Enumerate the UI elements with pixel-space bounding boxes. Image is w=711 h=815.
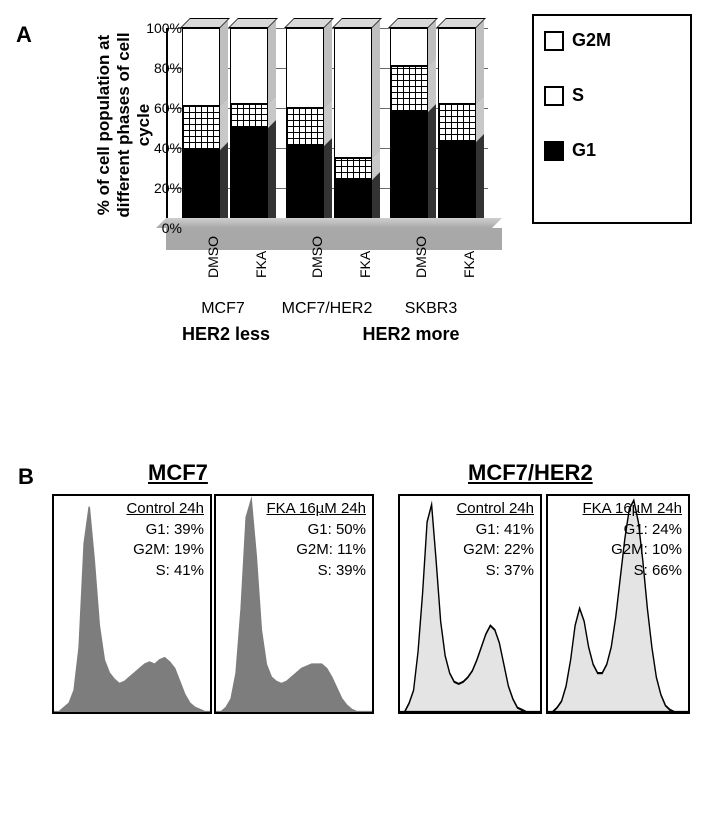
hist-stats: G1: 39%G2M: 19%S: 41%: [133, 520, 204, 581]
chartA: 0%20%40%60%80%100%DMSOFKADMSOFKADMSOFKAM…: [120, 18, 510, 266]
bar-MCF7-DMSO: [182, 28, 220, 228]
legend-label: G1: [572, 140, 596, 161]
y-tick-label: 40%: [142, 140, 182, 156]
hist-box: Control 24h G1: 39%G2M: 19%S: 41%: [52, 494, 212, 714]
bar-SKBR3-DMSO: [390, 28, 428, 228]
bar-SKBR3-FKA: [438, 28, 476, 228]
group-label: SKBR3: [381, 300, 481, 318]
x-tick-label: FKA: [253, 251, 269, 278]
legend-label: G2M: [572, 30, 611, 51]
y-tick-label: 0%: [142, 220, 182, 236]
bar-MCF7/HER2-FKA: [334, 28, 372, 228]
hist-box: Control 24h G1: 41%G2M: 22%S: 37%: [398, 494, 542, 714]
legend-swatch-s: [544, 86, 564, 106]
x-tick-label: FKA: [357, 251, 373, 278]
legend-swatch-g1: [544, 141, 564, 161]
legend-swatch-g2m: [544, 31, 564, 51]
legend-item-s: S: [544, 85, 680, 106]
x-tick-label: DMSO: [205, 236, 221, 278]
hist-stats: G1: 24%G2M: 10%S: 66%: [611, 520, 682, 581]
her2-more-label: HER2 more: [296, 324, 526, 345]
hist-stats: G1: 50%G2M: 11%S: 39%: [296, 520, 366, 581]
hist-condition-label: Control 24h: [456, 500, 534, 517]
y-tick-label: 20%: [142, 180, 182, 196]
group-label: MCF7: [173, 300, 273, 318]
chartA-plot: [166, 28, 488, 228]
her2-less-label: HER2 less: [156, 324, 296, 345]
x-tick-label: DMSO: [413, 236, 429, 278]
x-tick-label: FKA: [461, 251, 477, 278]
pair-title-MCF7: MCF7: [148, 460, 208, 486]
hist-stats: G1: 41%G2M: 22%S: 37%: [463, 520, 534, 581]
legend: G2M S G1: [532, 14, 692, 224]
y-tick-label: 100%: [142, 20, 182, 36]
panel-letter-a: A: [16, 22, 32, 48]
y-tick-label: 60%: [142, 100, 182, 116]
bar-MCF7-FKA: [230, 28, 268, 228]
hist-condition-label: FKA 16µM 24h: [266, 500, 366, 517]
legend-item-g1: G1: [544, 140, 680, 161]
hist-box: FKA 16µM 24h G1: 24%G2M: 10%S: 66%: [546, 494, 690, 714]
group-label: MCF7/HER2: [277, 300, 377, 318]
y-tick-label: 80%: [142, 60, 182, 76]
bar-MCF7/HER2-DMSO: [286, 28, 324, 228]
legend-item-g2m: G2M: [544, 30, 680, 51]
x-tick-label: DMSO: [309, 236, 325, 278]
hist-condition-label: Control 24h: [126, 500, 204, 517]
legend-label: S: [572, 85, 584, 106]
chartA-floor-top: [156, 218, 502, 228]
pair-title-MCF7HER2: MCF7/HER2: [468, 460, 593, 486]
panel-letter-b: B: [18, 464, 34, 490]
hist-condition-label: FKA 16µM 24h: [582, 500, 682, 517]
hist-box: FKA 16µM 24h G1: 50%G2M: 11%S: 39%: [214, 494, 374, 714]
